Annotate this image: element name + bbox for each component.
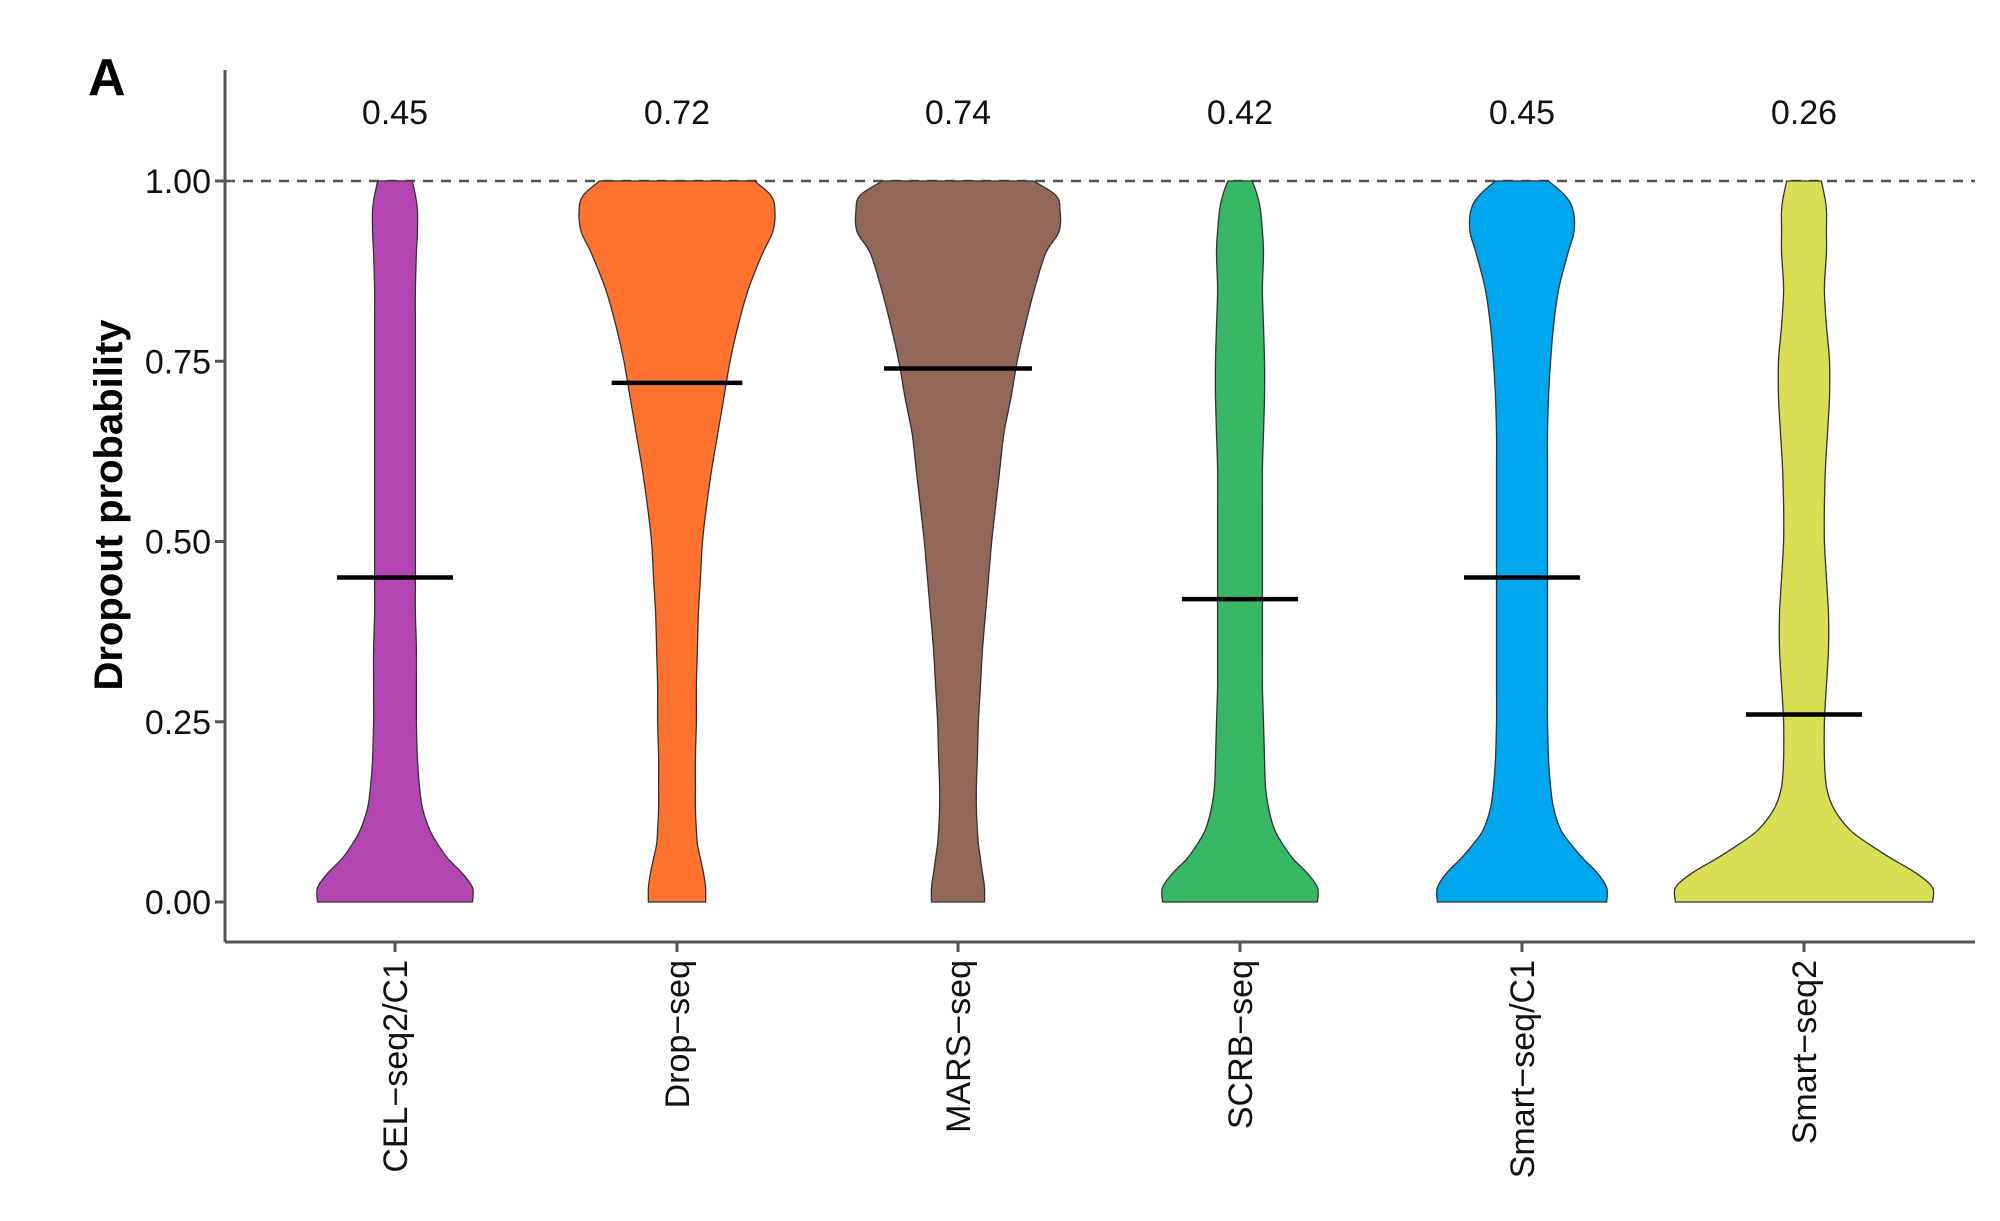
panel-label: A: [88, 49, 126, 107]
y-tick-label: 0.00: [145, 884, 211, 922]
violin-2: [578, 180, 776, 903]
x-tick-label: Smart−seq/C1: [1504, 960, 1542, 1178]
violin-1: [316, 180, 474, 903]
y-axis-title: Dropout probability: [87, 319, 131, 691]
x-tick-label: CEL−seq2/C1: [377, 960, 415, 1173]
median-label-4: 0.42: [1207, 94, 1273, 132]
y-tick-label: 0.75: [145, 343, 211, 381]
median-label-5: 0.45: [1489, 94, 1555, 132]
median-label-2: 0.72: [644, 94, 710, 132]
x-tick-label: SCRB−seq: [1222, 960, 1260, 1129]
violin-3: [854, 180, 1062, 903]
y-tick-label: 0.25: [145, 704, 211, 742]
x-tick-label: Smart−seq2: [1786, 960, 1824, 1144]
y-tick-label: 1.00: [145, 163, 211, 201]
violin-5: [1435, 180, 1609, 903]
violin-4: [1161, 180, 1319, 903]
median-label-6: 0.26: [1771, 94, 1837, 132]
violin-6: [1673, 180, 1935, 903]
plot-area: 0.00 0.25 0.50 0.75 1.00 0.45 CEL−seq2/C1 0.72 D…: [145, 70, 1975, 1178]
y-tick-label: 0.50: [145, 524, 211, 562]
median-label-3: 0.74: [925, 94, 991, 132]
median-label-1: 0.45: [362, 94, 428, 132]
x-tick-label: MARS−seq: [940, 960, 978, 1133]
x-tick-label: Drop−seq: [659, 960, 697, 1108]
